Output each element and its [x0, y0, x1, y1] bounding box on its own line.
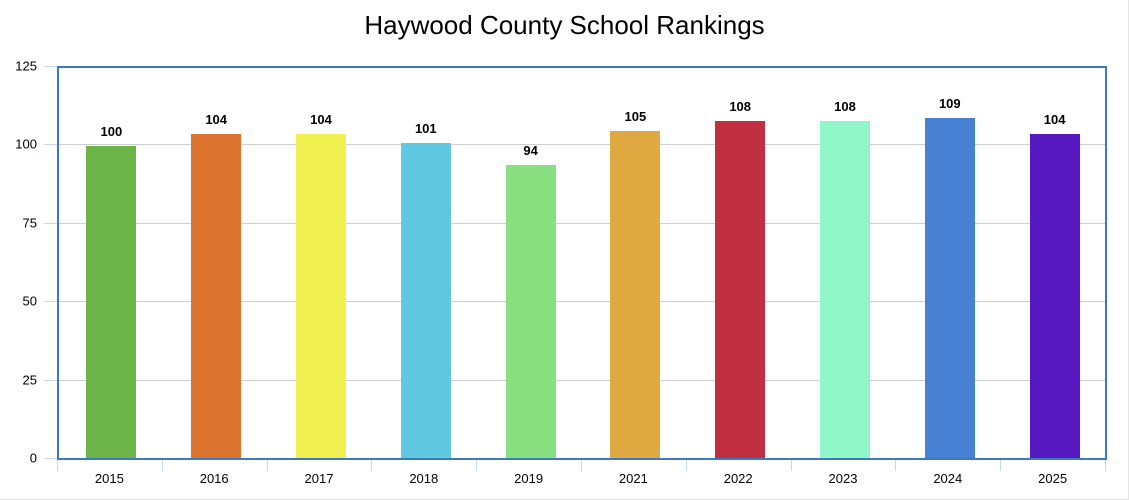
y-tick-label: 50	[22, 293, 37, 309]
x-tick-label: 2022	[723, 471, 753, 486]
bar-value-label: 105	[624, 108, 647, 124]
x-tick-label: 2021	[618, 471, 648, 486]
bar-2023	[820, 121, 870, 458]
x-tick-label: 2024	[933, 471, 963, 486]
y-tick-label: 75	[22, 215, 37, 231]
chart-title: Haywood County School Rankings	[364, 10, 765, 40]
x-tick-label: 2018	[409, 471, 439, 486]
bar-value-label: 104	[1043, 111, 1066, 127]
bar-value-label: 101	[414, 121, 437, 137]
x-tick	[1105, 460, 1106, 471]
bar-value-label: 100	[100, 124, 123, 140]
bar-2022	[715, 121, 766, 458]
bar-value-label: 108	[834, 99, 856, 115]
x-tick	[790, 460, 792, 471]
bar-2015	[86, 146, 137, 458]
bar-2016	[191, 133, 242, 458]
bar-value-label: 104	[205, 111, 228, 127]
bar-2018	[400, 143, 451, 458]
x-tick-label: 2019	[514, 471, 544, 486]
bar-2024	[924, 118, 975, 458]
x-tick	[1000, 460, 1002, 471]
x-tick	[581, 460, 582, 471]
x-tick	[895, 460, 897, 471]
y-tick	[44, 222, 58, 224]
y-tick	[44, 66, 58, 67]
x-tick	[371, 460, 373, 471]
bar-value-label: 109	[938, 96, 961, 112]
y-tick-label: 100	[15, 136, 37, 152]
x-tick	[266, 460, 268, 471]
x-tick	[57, 460, 58, 471]
y-tick	[44, 458, 58, 459]
bar-value-label: 108	[729, 99, 752, 115]
y-tick	[44, 144, 58, 146]
x-tick-label: 2023	[828, 471, 858, 486]
bar-2021	[610, 130, 661, 458]
gridline	[59, 379, 1105, 381]
x-tick-label: 2015	[94, 471, 124, 486]
y-tick-label: 125	[15, 58, 37, 74]
y-tick-label: 0	[29, 450, 37, 466]
x-tick	[685, 460, 687, 471]
plot-area: 100 104 104 101 94 105 108 108 109 104	[57, 66, 1107, 460]
gridline	[59, 301, 1105, 303]
gridline	[59, 144, 1105, 146]
gridline	[59, 222, 1105, 224]
x-tick	[476, 460, 478, 471]
bar-2025	[1029, 133, 1080, 458]
x-tick-label: 2025	[1038, 471, 1068, 486]
bar-value-label: 94	[523, 143, 538, 159]
bar-value-label: 104	[310, 111, 332, 127]
bar-2019	[505, 165, 556, 458]
bar-2017	[296, 133, 346, 458]
y-tick	[44, 301, 58, 303]
x-tick-label: 2017	[304, 471, 334, 486]
x-tick-label: 2016	[199, 471, 229, 486]
x-tick	[161, 460, 163, 471]
y-tick-label: 25	[22, 372, 37, 388]
y-tick	[44, 379, 58, 381]
